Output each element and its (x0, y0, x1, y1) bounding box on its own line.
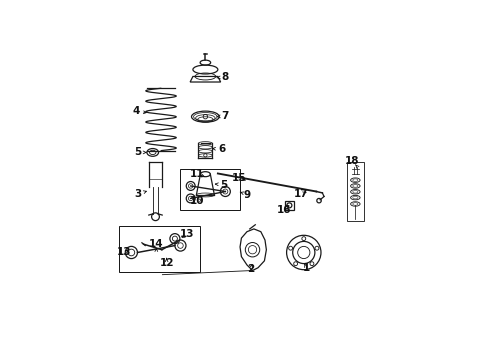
Text: 8: 8 (221, 72, 228, 82)
Text: 6: 6 (218, 144, 225, 154)
Text: 7: 7 (221, 111, 228, 121)
Text: 16: 16 (277, 205, 292, 215)
Text: 18: 18 (345, 156, 359, 166)
Text: 11: 11 (190, 169, 204, 179)
Text: 1: 1 (303, 263, 310, 273)
Text: 5: 5 (134, 147, 141, 157)
Text: 2: 2 (247, 264, 254, 274)
Text: 13: 13 (117, 247, 131, 257)
Text: 5: 5 (220, 180, 227, 190)
Text: 12: 12 (159, 258, 174, 268)
Text: 9: 9 (244, 190, 251, 199)
Text: 3: 3 (134, 189, 142, 199)
Text: 4: 4 (132, 107, 140, 116)
Text: 13: 13 (180, 229, 195, 239)
Text: 10: 10 (190, 196, 204, 206)
Text: 17: 17 (294, 189, 308, 199)
Text: 15: 15 (232, 173, 247, 183)
Text: 14: 14 (149, 239, 164, 249)
